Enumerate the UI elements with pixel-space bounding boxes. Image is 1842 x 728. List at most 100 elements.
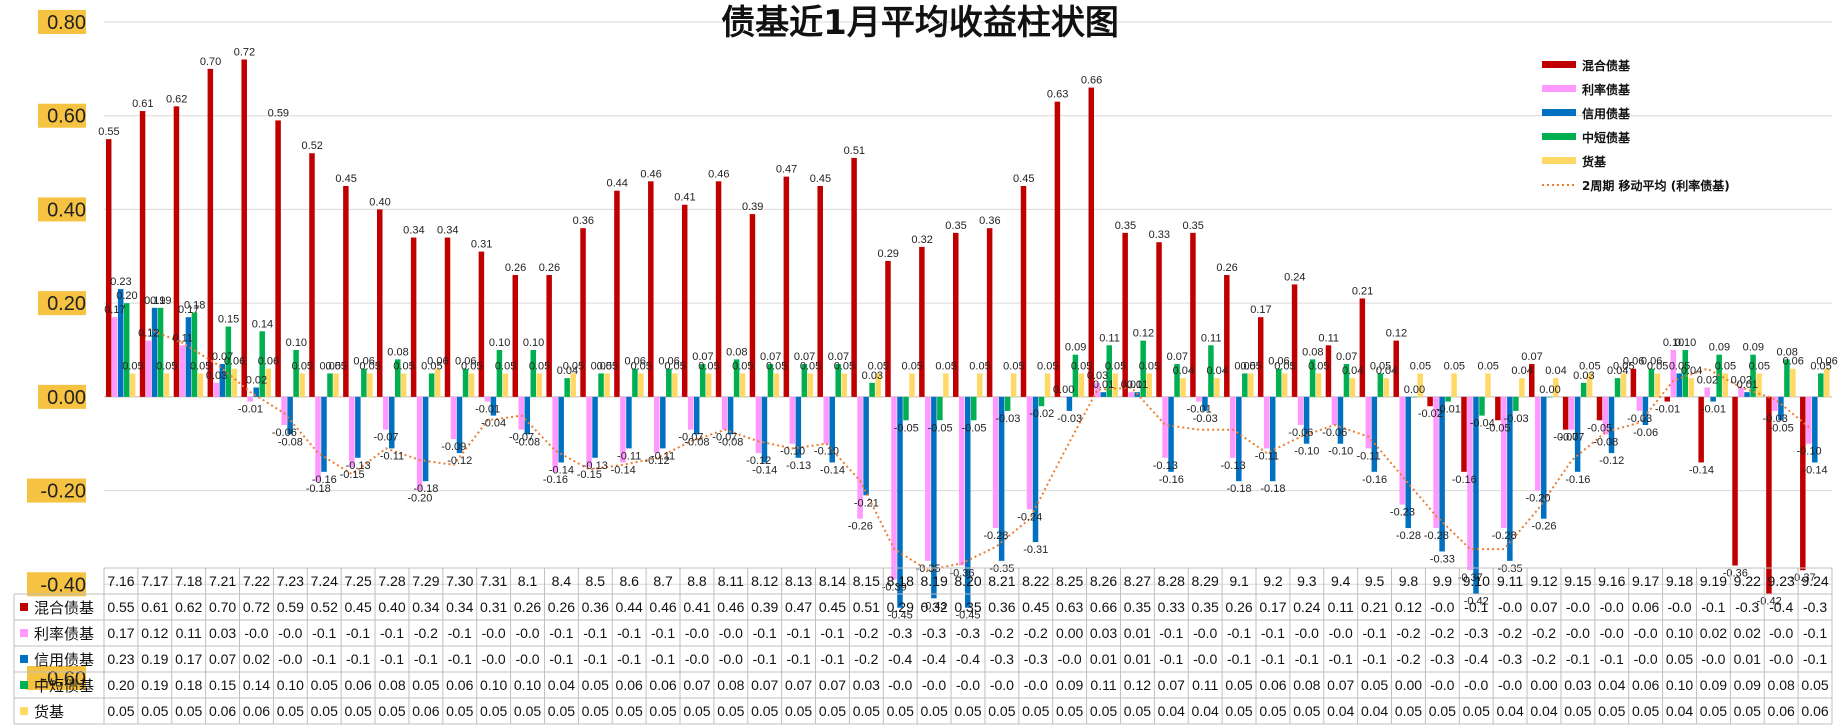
table-cell: 0.18: [175, 677, 202, 693]
data-label: 0.06: [1268, 356, 1289, 368]
legend-swatch: [1542, 61, 1576, 68]
table-cell: 0.15: [209, 677, 236, 693]
table-cell: 0.06: [649, 677, 676, 693]
bar: [299, 373, 305, 397]
data-label: -0.14: [820, 464, 845, 476]
bar: [986, 228, 993, 397]
table-cell: 0.05: [1666, 651, 1693, 667]
bar: [444, 237, 451, 397]
data-label: 0.47: [776, 164, 797, 176]
data-label: 0.05: [1579, 360, 1600, 372]
table-cell: 0.07: [751, 677, 778, 693]
table-cell: 0.05: [954, 703, 981, 719]
table-cell: 0.01: [1090, 651, 1117, 667]
data-label: -0.14: [549, 464, 574, 476]
data-label: 0.04: [1342, 365, 1363, 377]
table-cell: 0.51: [853, 599, 880, 615]
data-label: 0.05: [1071, 360, 1092, 372]
data-label: 0.06: [1623, 356, 1644, 368]
bar: [105, 139, 112, 397]
y-tick-highlight: [38, 10, 86, 34]
table-cell: 0.03: [209, 625, 236, 641]
bar: [992, 396, 999, 529]
table-cell: 0.12: [141, 625, 168, 641]
table-cell: -0.1: [1701, 599, 1725, 615]
table-cell: -0.0: [515, 651, 539, 667]
data-label: -0.45: [888, 610, 913, 622]
data-label: -0.42: [1464, 596, 1489, 608]
bar: [530, 350, 537, 397]
bar: [173, 106, 180, 397]
table-cell: 0.04: [1530, 703, 1557, 719]
bar: [660, 396, 666, 449]
data-label: -0.16: [312, 474, 337, 486]
table-cell: 0.05: [480, 703, 507, 719]
data-label: 0.00: [1539, 384, 1560, 396]
data-label: 0.01: [1121, 379, 1142, 391]
table-row-header: 混合债基: [34, 599, 94, 617]
bar: [428, 373, 435, 397]
table-cell: 0.09: [1056, 677, 1083, 693]
table-cell: 0.04: [1666, 703, 1693, 719]
data-label: 0.45: [1013, 173, 1034, 185]
data-label: -0.18: [306, 483, 331, 495]
data-label: -0.10: [1328, 446, 1353, 458]
bar: [1331, 396, 1338, 425]
data-label: 0.03: [1573, 370, 1594, 382]
data-label: 0.36: [573, 215, 594, 227]
data-label: 0.06: [1816, 356, 1837, 368]
data-label: -0.10: [780, 446, 805, 458]
bar: [1433, 396, 1439, 529]
data-label: 0.05: [630, 360, 651, 372]
table-cell: -0.0: [1193, 625, 1217, 641]
data-label: 0.05: [902, 360, 923, 372]
data-label: 0.05: [156, 360, 177, 372]
bar: [416, 396, 423, 491]
data-label: 0.07: [828, 351, 849, 363]
data-label: -0.07: [509, 432, 534, 444]
data-label: 0.10: [1663, 337, 1684, 349]
data-label: 0.00: [1404, 384, 1425, 396]
table-cell: 0.10: [1666, 677, 1693, 693]
data-label: -0.03: [995, 413, 1020, 425]
table-row-header: 货基: [34, 703, 64, 721]
bar: [1732, 396, 1738, 566]
x-category-label: 8.5: [586, 573, 606, 589]
table-cell: 0.07: [1327, 677, 1354, 693]
table-cell: -0.0: [1667, 599, 1691, 615]
bar: [959, 396, 965, 566]
x-category-label: 8.7: [653, 573, 673, 589]
bar: [1180, 378, 1186, 397]
bar: [1710, 396, 1716, 402]
bar: [586, 396, 592, 468]
bar: [197, 373, 204, 397]
table-cell: 0.08: [1768, 677, 1795, 693]
table-cell: 0.04: [1327, 703, 1354, 719]
bar: [450, 396, 457, 440]
y-tick-label: -0.40: [40, 574, 86, 596]
table-cell: -0.1: [820, 651, 844, 667]
data-label: -0.14: [752, 464, 777, 476]
data-label: -0.05: [1486, 422, 1511, 434]
table-cell: -0.1: [312, 625, 336, 641]
table-row-swatch: [20, 629, 28, 637]
bar: [570, 373, 576, 397]
data-label: 0.12: [1133, 328, 1154, 340]
x-category-label: 8.11: [718, 573, 744, 589]
table-cell: 0.08: [378, 677, 405, 693]
bar: [1365, 396, 1372, 449]
bar: [1654, 373, 1661, 397]
bar: [1383, 378, 1390, 397]
x-category-label: 9.5: [1365, 573, 1385, 589]
bar: [1535, 396, 1541, 491]
bar: [1393, 340, 1399, 397]
table-cell: -0.1: [617, 651, 641, 667]
table-cell: -0.1: [1363, 625, 1387, 641]
bar: [672, 373, 678, 397]
bar: [1824, 368, 1830, 397]
bar: [395, 359, 401, 397]
bar: [1574, 396, 1581, 472]
bar: [715, 181, 722, 397]
bar: [1174, 364, 1180, 397]
